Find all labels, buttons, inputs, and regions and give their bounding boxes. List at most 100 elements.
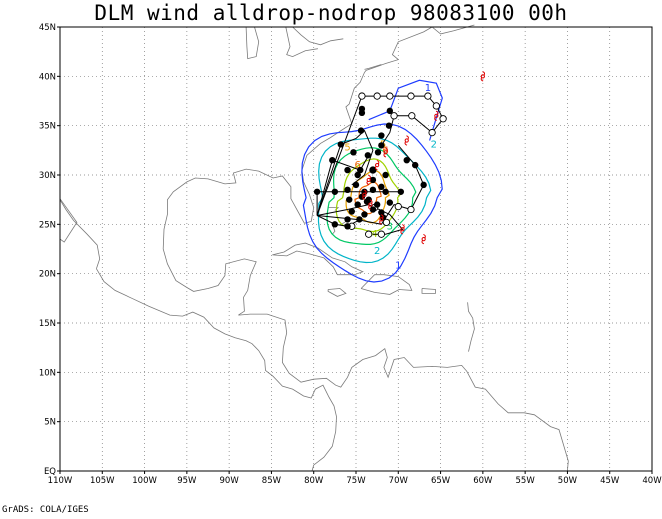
hurricane-symbol-icon (379, 214, 384, 225)
coastline-segment (59, 198, 78, 243)
open-drop-marker (382, 218, 391, 227)
longitude-labels: 110W 105W 100W 95W 90W 85W 80W 75W 70W 65W 60W 55W 5… (48, 471, 662, 486)
lat-tick-label: 5N (44, 418, 56, 428)
open-drop-marker (365, 230, 373, 238)
filled-drop-marker (374, 149, 382, 156)
filled-drop-marker (369, 186, 377, 193)
lat-tick-label: EQ (44, 467, 56, 477)
coastline-segment (162, 26, 569, 472)
filled-drop-marker (378, 132, 385, 139)
contour-3 (326, 147, 417, 245)
filled-drop-marker (378, 183, 385, 191)
filled-drop-marker (354, 171, 361, 179)
map-title: DLM wind alldrop-nodrop 98083100 00h (94, 1, 568, 25)
coastline-segment (292, 26, 344, 46)
filled-drop-marker (386, 199, 394, 206)
coastlines (59, 24, 569, 472)
filled-drop-marker (369, 206, 377, 213)
filled-drop-marker (364, 152, 372, 159)
contour-1 (301, 123, 443, 283)
lon-tick-label: 85W (262, 476, 282, 486)
filled-drop-marker (385, 122, 393, 129)
storm-symbols (362, 71, 486, 245)
gridlines (60, 27, 652, 471)
filled-drop-marker (354, 201, 361, 208)
open-drop-marker (373, 92, 381, 100)
coastline-segment (59, 199, 101, 269)
hurricane-symbol-icon (434, 110, 439, 121)
lat-tick-label: 25N (39, 220, 56, 230)
filled-drop-marker (346, 196, 353, 203)
filled-drop-marker (313, 188, 321, 195)
lon-tick-label: 90W (220, 476, 240, 486)
filled-drop-marker (361, 211, 368, 218)
lat-tick-label: 10N (39, 368, 56, 378)
filled-drop-marker (382, 171, 389, 179)
filled-drop-marker (373, 201, 381, 208)
dropsonde-markers (313, 92, 447, 238)
coastline-segment (421, 288, 436, 294)
filled-drop-marker (365, 196, 372, 203)
lon-tick-label: 70W (389, 476, 409, 486)
filled-drop-marker (403, 157, 410, 164)
open-drop-marker (407, 92, 415, 100)
lon-tick-label: 110W (48, 476, 73, 486)
contour-label: 1 (425, 83, 431, 94)
lat-tick-label: 30N (39, 171, 56, 181)
lat-tick-label: 45N (39, 23, 56, 33)
filled-drop-marker (331, 221, 339, 228)
open-drop-marker (377, 230, 386, 238)
lat-tick-label: 15N (39, 319, 56, 329)
open-drop-marker (439, 115, 447, 123)
filled-drop-marker (382, 188, 389, 195)
contour-label: 2 (374, 246, 380, 257)
track-g (316, 215, 361, 227)
open-drop-marker (358, 92, 366, 100)
contour-label: 2 (431, 139, 437, 150)
open-drop-marker (386, 92, 394, 100)
filled-drop-marker (331, 188, 339, 195)
hurricane-symbol-icon (480, 71, 486, 82)
contour-label: 5 (344, 142, 350, 153)
filled-drop-marker (378, 209, 385, 216)
lon-tick-label: 65W (431, 476, 451, 486)
filled-drop-marker (378, 142, 385, 149)
latitude-labels: 45N 40N 35N 30N 25N 20N 15N 10N 5N EQ (39, 23, 60, 477)
hurricane-symbol-icon (362, 189, 367, 200)
open-drop-marker (407, 205, 415, 214)
contour-4 (335, 158, 402, 233)
track-e (317, 204, 404, 235)
open-drop-marker (394, 202, 402, 211)
hurricane-symbol-icon (368, 199, 373, 210)
contour-label: 1 (395, 261, 401, 272)
map-frame (59, 26, 653, 472)
open-drop-marker (424, 92, 432, 100)
coastline-segment (364, 64, 382, 70)
filled-drop-marker (344, 223, 351, 230)
lat-tick-label: 35N (39, 122, 56, 132)
hurricane-symbol-icon (383, 147, 388, 158)
filled-drop-marker (356, 216, 363, 223)
lon-tick-label: 40W (642, 476, 662, 486)
hurricane-symbol-icon (404, 135, 409, 146)
coastline-segment (272, 242, 364, 276)
lon-tick-label: 100W (132, 476, 157, 486)
lon-tick-label: 105W (90, 476, 115, 486)
lat-tick-label: 20N (39, 270, 56, 280)
open-drop-marker (428, 128, 436, 137)
lon-tick-label: 75W (346, 476, 366, 486)
lon-tick-label: 45W (600, 476, 620, 486)
lon-tick-label: 55W (516, 476, 536, 486)
track-a (316, 95, 444, 216)
filled-drop-marker (344, 216, 351, 223)
coastline-segment (467, 302, 475, 352)
contour-label: 6 (355, 160, 361, 171)
coastline-segment (327, 288, 347, 297)
filled-drop-marker (337, 141, 344, 148)
hurricane-symbol-icon (366, 174, 371, 186)
coastline-segment (96, 268, 337, 472)
filled-drop-marker (369, 166, 377, 174)
coastline-segment (360, 274, 413, 295)
filled-drop-marker (397, 188, 405, 195)
